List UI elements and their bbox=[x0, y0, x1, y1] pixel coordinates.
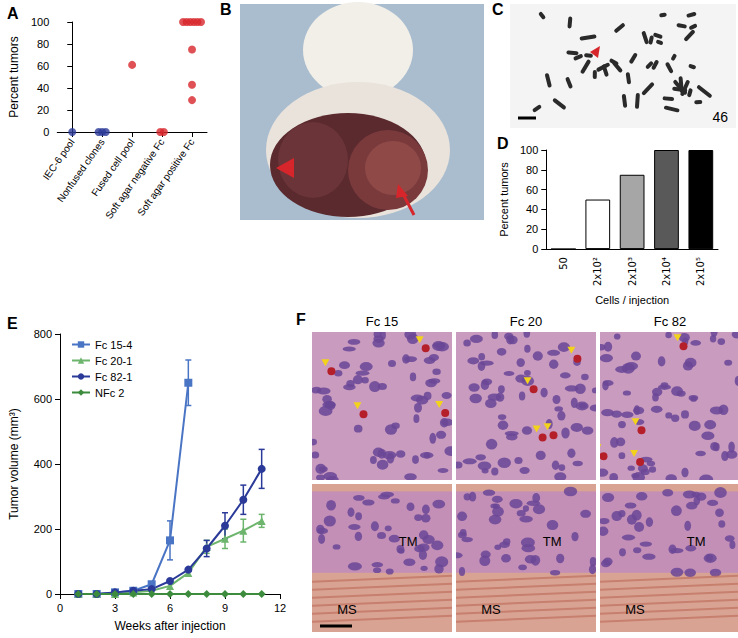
svg-text:MS: MS bbox=[625, 602, 645, 617]
svg-text:6: 6 bbox=[167, 602, 173, 614]
svg-text:400: 400 bbox=[34, 458, 52, 470]
svg-text:200: 200 bbox=[34, 523, 52, 535]
svg-text:0: 0 bbox=[43, 126, 49, 138]
svg-text:Percent tumors: Percent tumors bbox=[498, 162, 510, 237]
svg-text:Nonfused clones: Nonfused clones bbox=[54, 136, 107, 205]
svg-text:60: 60 bbox=[526, 184, 538, 196]
svg-text:Cells / injection: Cells / injection bbox=[595, 294, 669, 306]
svg-text:D: D bbox=[497, 135, 509, 152]
svg-text:100: 100 bbox=[31, 16, 49, 28]
svg-text:80: 80 bbox=[37, 38, 49, 50]
svg-text:2x10²: 2x10² bbox=[592, 257, 603, 286]
svg-text:0: 0 bbox=[46, 588, 52, 600]
svg-text:3: 3 bbox=[112, 602, 118, 614]
svg-text:E: E bbox=[7, 315, 18, 332]
svg-text:NFc 2: NFc 2 bbox=[95, 387, 124, 399]
svg-text:C: C bbox=[492, 1, 504, 18]
svg-text:800: 800 bbox=[34, 328, 52, 340]
svg-text:20: 20 bbox=[526, 223, 538, 235]
svg-text:80: 80 bbox=[526, 164, 538, 176]
svg-text:2x10³: 2x10³ bbox=[627, 257, 638, 286]
svg-text:100: 100 bbox=[520, 144, 538, 156]
svg-text:Fc 15-4: Fc 15-4 bbox=[95, 339, 132, 351]
svg-text:F: F bbox=[296, 311, 306, 328]
svg-text:MS: MS bbox=[481, 602, 501, 617]
svg-text:60: 60 bbox=[37, 60, 49, 72]
svg-text:Weeks after injection: Weeks after injection bbox=[114, 619, 225, 633]
svg-text:50: 50 bbox=[558, 257, 569, 270]
svg-text:40: 40 bbox=[526, 203, 538, 215]
svg-text:Fc 82-1: Fc 82-1 bbox=[95, 371, 132, 383]
svg-text:TM: TM bbox=[543, 534, 562, 549]
svg-text:Soft agar negative Fc: Soft agar negative Fc bbox=[103, 136, 167, 221]
svg-text:2x10⁵: 2x10⁵ bbox=[695, 257, 706, 286]
svg-text:IEC-6 pool: IEC-6 pool bbox=[40, 136, 77, 182]
svg-text:TM: TM bbox=[399, 534, 418, 549]
svg-text:Fc 15: Fc 15 bbox=[366, 314, 399, 329]
svg-text:600: 600 bbox=[34, 393, 52, 405]
svg-text:Fc 82: Fc 82 bbox=[654, 314, 687, 329]
svg-text:20: 20 bbox=[37, 104, 49, 116]
svg-text:12: 12 bbox=[274, 602, 286, 614]
svg-text:Soft agar positive Fc: Soft agar positive Fc bbox=[135, 137, 196, 218]
svg-text:TM: TM bbox=[687, 534, 706, 549]
svg-text:A: A bbox=[7, 5, 19, 22]
svg-text:0: 0 bbox=[532, 243, 538, 255]
svg-text:Fc 20-1: Fc 20-1 bbox=[95, 355, 132, 367]
svg-text:Tumor volume (mm³): Tumor volume (mm³) bbox=[7, 408, 21, 520]
svg-text:2x10⁴: 2x10⁴ bbox=[661, 257, 672, 286]
svg-text:Fc 20: Fc 20 bbox=[510, 314, 543, 329]
svg-text:46: 46 bbox=[712, 109, 728, 125]
svg-text:Fused cell pool: Fused cell pool bbox=[89, 136, 137, 199]
svg-text:MS: MS bbox=[337, 602, 357, 617]
svg-text:B: B bbox=[220, 1, 232, 18]
svg-text:9: 9 bbox=[222, 602, 228, 614]
svg-text:40: 40 bbox=[37, 82, 49, 94]
svg-text:Percent tumors: Percent tumors bbox=[7, 36, 21, 117]
svg-text:0: 0 bbox=[57, 602, 63, 614]
